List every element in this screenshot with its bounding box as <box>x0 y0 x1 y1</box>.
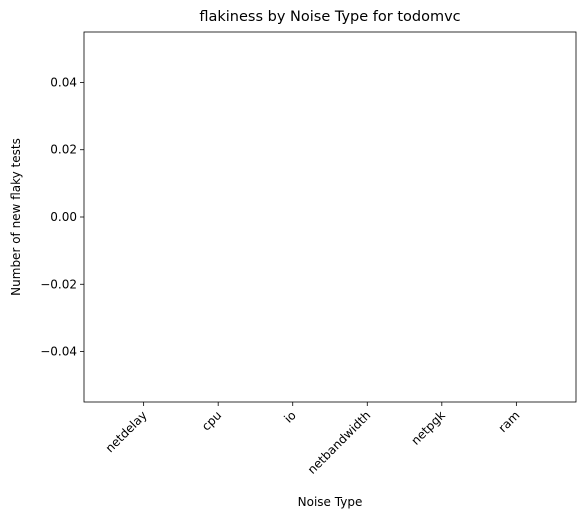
x-tick-label: cpu <box>199 408 224 433</box>
y-tick-label: 0.02 <box>50 143 77 157</box>
y-axis: −0.04 −0.02 0.00 0.02 0.04 <box>40 75 84 359</box>
y-axis-label: Number of new flaky tests <box>9 138 23 296</box>
x-axis: netdelay cpu io netbandwidth netpgk ram <box>103 402 523 477</box>
x-tick-label: netpgk <box>408 408 448 448</box>
x-axis-label: Noise Type <box>298 495 363 509</box>
x-tick-label: netbandwidth <box>305 408 374 477</box>
y-tick-label: 0.04 <box>50 75 77 89</box>
chart-title: flakiness by Noise Type for todomvc <box>199 9 460 25</box>
x-tick-label: netdelay <box>103 408 150 455</box>
y-tick-label: −0.02 <box>40 277 77 291</box>
x-tick-label: io <box>281 408 298 425</box>
y-tick-label: 0.00 <box>50 210 77 224</box>
y-tick-label: −0.04 <box>40 345 77 359</box>
x-tick-label: ram <box>496 408 523 435</box>
plot-area <box>83 31 577 403</box>
